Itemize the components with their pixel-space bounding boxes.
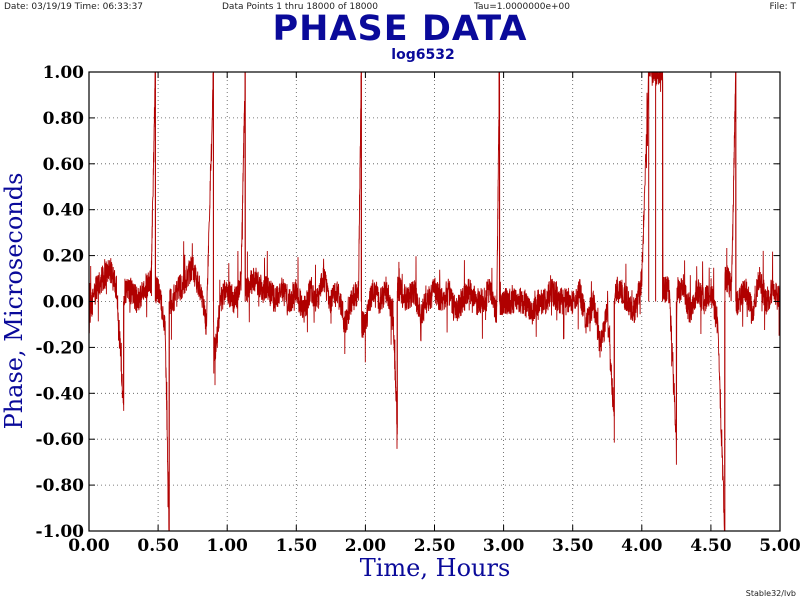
chart-subtitle: log6532	[391, 47, 455, 63]
x-tick-label: 4.50	[690, 536, 732, 556]
x-tick-label: 2.50	[414, 536, 456, 556]
y-tick-label: 0.00	[43, 293, 85, 313]
grid	[89, 72, 780, 531]
y-tick-label: -0.40	[36, 384, 85, 404]
y-tick-label: 0.40	[43, 201, 85, 221]
x-tick-labels: 0.00 0.50 1.00 1.50 2.00 2.50 3.00 3.50 4.00 4.50…	[68, 536, 800, 556]
header-tau: Tau=1.0000000e+00	[474, 2, 570, 12]
y-tick-label: 0.60	[43, 155, 85, 175]
phase-series-line	[88, 71, 781, 532]
y-axis-title: Phase, Microseconds	[0, 173, 28, 430]
y-tick-label: -0.60	[36, 430, 85, 450]
y-tick-labels: 1.00 0.80 0.60 0.40 0.20 0.00 -0.20 -0.40 -0.60 -…	[36, 63, 85, 542]
y-tick-label: -0.80	[36, 476, 85, 496]
y-tick-label: 0.20	[43, 247, 85, 267]
header-date-time: Date: 03/19/19 Time: 06:33:37	[4, 2, 144, 12]
header-data-points: Data Points 1 thru 18000 of 18000	[222, 2, 378, 12]
chart-title: PHASE DATA	[272, 9, 528, 49]
y-tick-label: -1.00	[36, 522, 85, 542]
footer-credit: Stable32/lvb	[745, 589, 796, 598]
x-tick-label: 5.00	[759, 536, 800, 556]
x-tick-label: 0.00	[68, 536, 110, 556]
x-tick-label: 0.50	[137, 536, 179, 556]
y-tick-label: -0.20	[36, 338, 85, 358]
x-tick-label: 3.00	[483, 536, 525, 556]
x-tick-label: 3.50	[552, 536, 594, 556]
y-tick-label: 1.00	[43, 63, 85, 83]
x-tick-label: 1.00	[206, 536, 248, 556]
x-tick-label: 4.00	[621, 536, 663, 556]
x-axis-title: Time, Hours	[360, 554, 511, 582]
x-tick-label: 2.00	[345, 536, 387, 556]
x-tick-label: 1.50	[276, 536, 318, 556]
series-layer	[88, 71, 781, 532]
y-tick-label: 0.80	[43, 109, 85, 129]
header-file: File: T	[769, 2, 796, 12]
ticks	[88, 71, 781, 532]
